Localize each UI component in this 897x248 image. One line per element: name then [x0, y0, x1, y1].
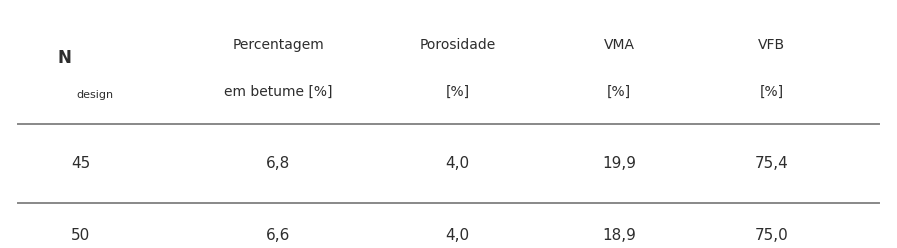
- Text: 4,0: 4,0: [446, 156, 469, 171]
- Text: 18,9: 18,9: [602, 228, 636, 243]
- Text: 50: 50: [71, 228, 91, 243]
- Text: VFB: VFB: [758, 38, 785, 52]
- Text: 45: 45: [71, 156, 91, 171]
- Text: [%]: [%]: [607, 85, 631, 99]
- Text: 6,6: 6,6: [266, 228, 291, 243]
- Text: VMA: VMA: [604, 38, 634, 52]
- Text: [%]: [%]: [446, 85, 469, 99]
- Text: Porosidade: Porosidade: [419, 38, 496, 52]
- Text: 75,4: 75,4: [754, 156, 788, 171]
- Text: Percentagem: Percentagem: [232, 38, 324, 52]
- Text: N: N: [58, 49, 72, 67]
- Text: 75,0: 75,0: [754, 228, 788, 243]
- Text: 19,9: 19,9: [602, 156, 636, 171]
- Text: 6,8: 6,8: [266, 156, 291, 171]
- Text: design: design: [76, 90, 113, 100]
- Text: [%]: [%]: [760, 85, 783, 99]
- Text: em betume [%]: em betume [%]: [224, 85, 332, 99]
- Text: 4,0: 4,0: [446, 228, 469, 243]
